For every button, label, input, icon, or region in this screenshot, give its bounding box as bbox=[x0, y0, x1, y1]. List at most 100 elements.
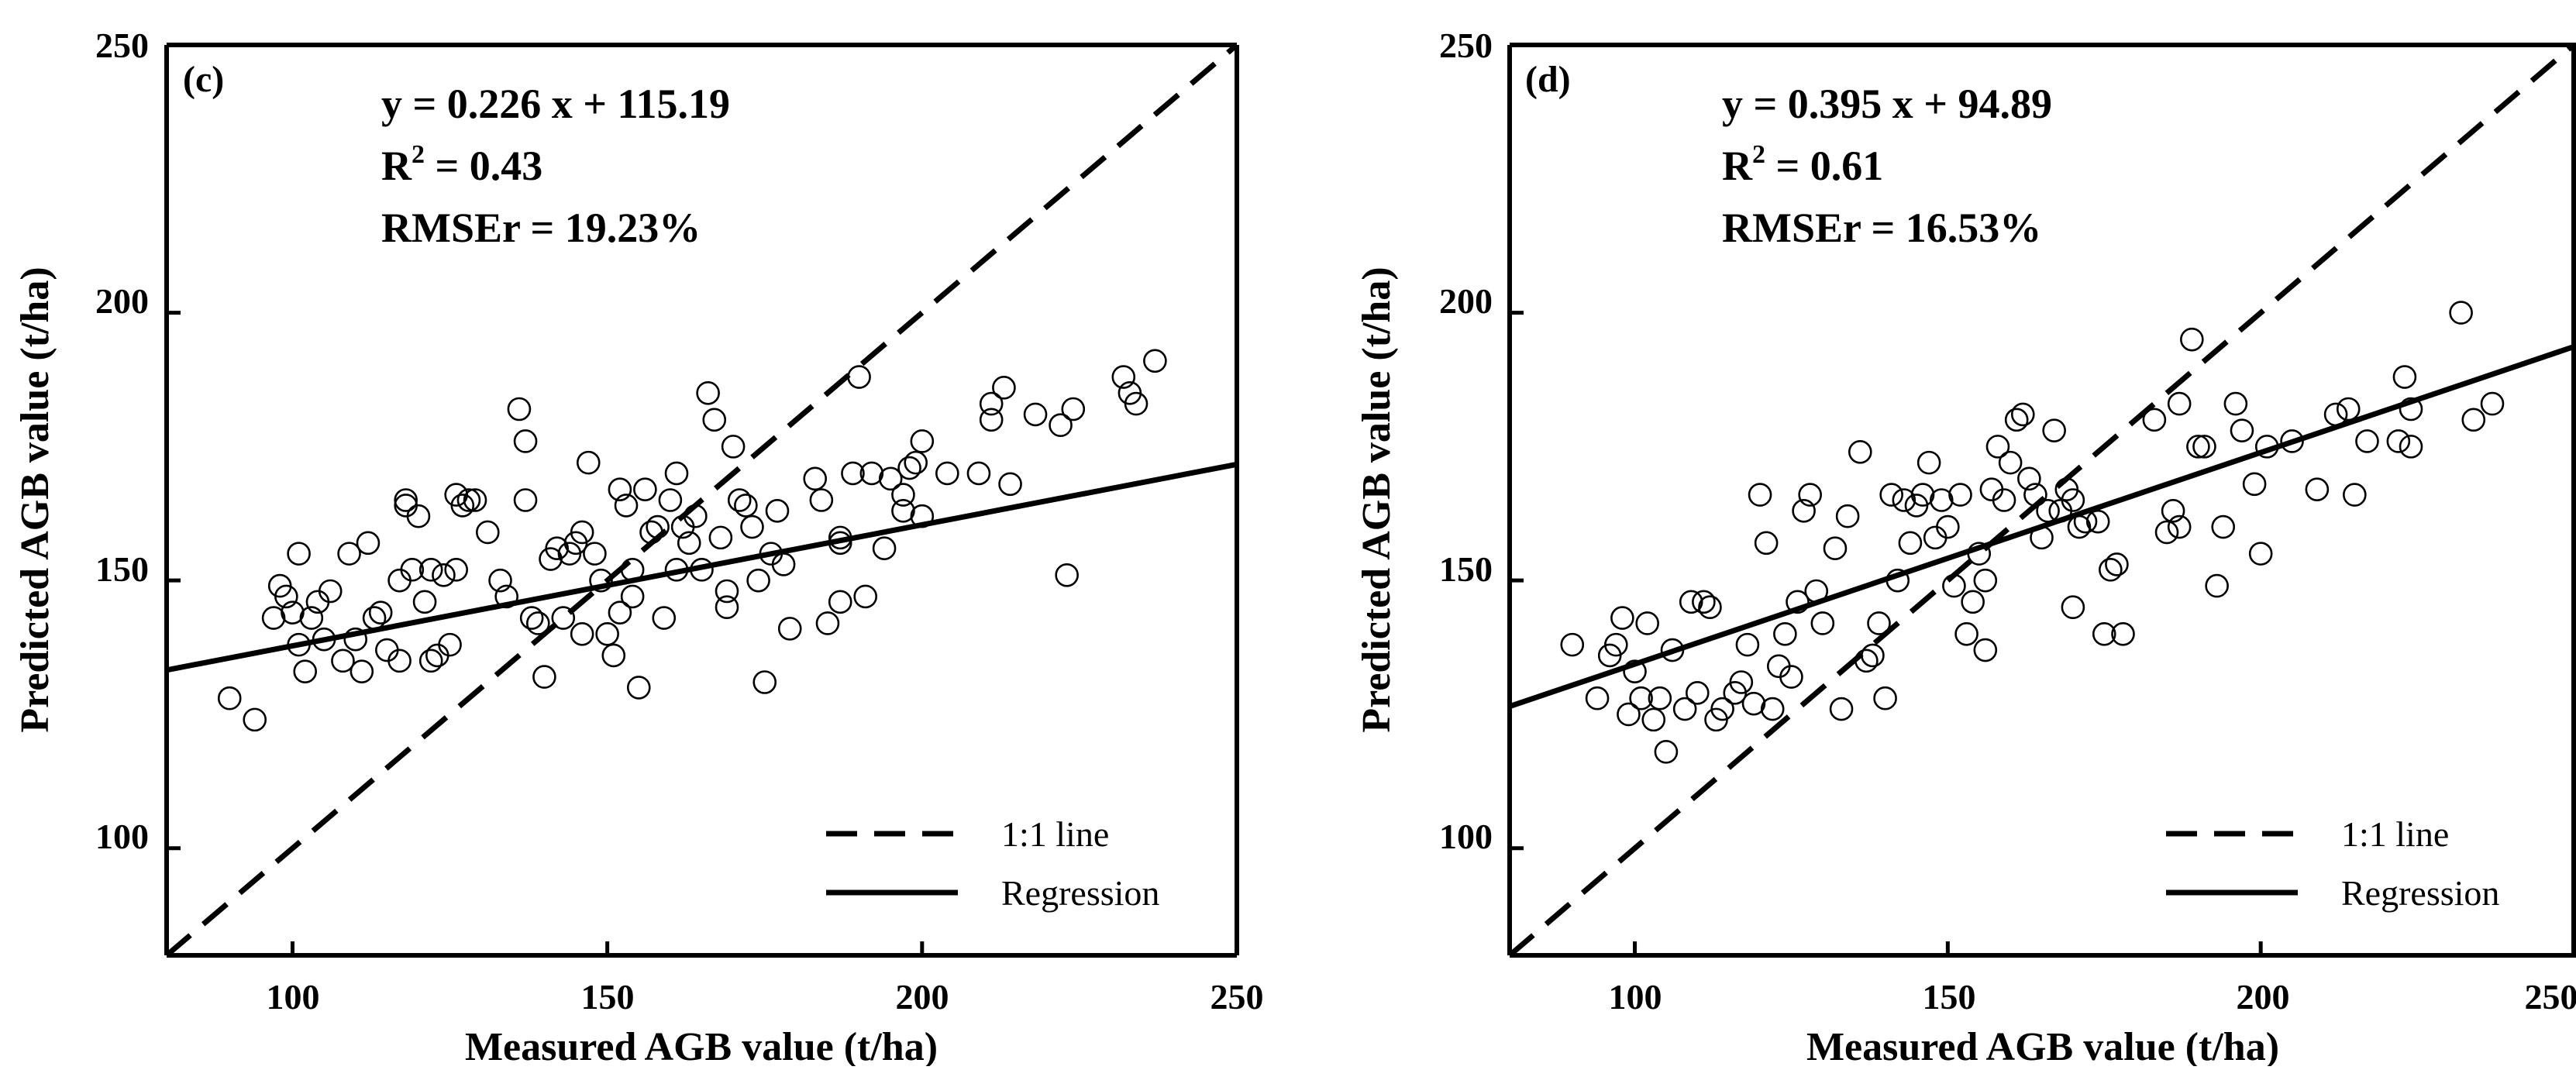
panel-c-data-point bbox=[446, 559, 467, 580]
panel-c-data-point bbox=[710, 527, 732, 549]
panel-c-data-point bbox=[294, 661, 316, 683]
panel-c-data-point bbox=[849, 366, 870, 388]
panel-c-data-point bbox=[515, 490, 536, 511]
panel-d-data-point bbox=[2144, 409, 2165, 431]
panel-d-data-point bbox=[2006, 409, 2027, 431]
panel-c-data-point bbox=[817, 612, 839, 634]
panel-c-data-point bbox=[420, 650, 442, 672]
panel-c-equation: y = 0.226 x + 115.19 bbox=[381, 81, 730, 127]
panel-c: 100 150 200 250 100 150 200 250 Measured… bbox=[13, 26, 1264, 1066]
panel-d-xtick-label: 100 bbox=[1609, 977, 1662, 1017]
panel-c-data-point bbox=[219, 687, 240, 709]
panel-d-data-point bbox=[1999, 452, 2021, 473]
panel-c-data-point bbox=[697, 382, 719, 404]
panel-d-r-squared-letter: R bbox=[1722, 143, 1753, 189]
panel-d-data-point bbox=[2356, 430, 2378, 452]
panel-d-legend-1to1: 1:1 line bbox=[2341, 814, 2449, 854]
panel-d-data-point bbox=[2388, 430, 2409, 452]
panel-d-data-point bbox=[1868, 612, 1890, 634]
panel-d-y-axis-title: Predicted AGB value (t/ha) bbox=[1355, 267, 1399, 732]
panel-d-data-point bbox=[1699, 597, 1720, 618]
panel-d-data-point bbox=[2244, 473, 2265, 495]
panel-c-data-point bbox=[370, 602, 391, 624]
panel-d-data-point bbox=[2306, 479, 2328, 501]
panel-d-data-point bbox=[1737, 634, 1758, 655]
panel-c-data-point bbox=[634, 479, 656, 501]
panel-d: 100 150 200 250 100 150 200 250 Measured… bbox=[1355, 26, 2576, 1066]
panel-c-r-squared-letter: R bbox=[381, 143, 412, 189]
panel-d-data-point bbox=[1755, 532, 1777, 554]
panel-c-data-point bbox=[873, 538, 895, 559]
panel-c-data-point bbox=[363, 607, 385, 629]
panel-d-data-point bbox=[2106, 553, 2127, 575]
panel-c-data-point bbox=[905, 452, 927, 473]
panel-c-data-point bbox=[357, 532, 379, 554]
panel-d-data-point bbox=[2213, 516, 2234, 538]
panel-d-data-point bbox=[2231, 420, 2253, 442]
panel-d-xtick-label: 250 bbox=[2525, 977, 2576, 1017]
panel-c-data-point bbox=[911, 430, 933, 452]
panel-d-data-point bbox=[1774, 623, 1796, 645]
panel-c-data-point bbox=[993, 377, 1014, 398]
panel-c-data-point bbox=[779, 618, 801, 639]
panel-c-xtick-label: 200 bbox=[896, 977, 949, 1017]
panel-c-data-point bbox=[716, 597, 738, 618]
panel-d-data-point bbox=[1975, 639, 1996, 661]
panel-d-data-point bbox=[2463, 409, 2485, 431]
panel-d-ytick-label: 200 bbox=[1439, 281, 1493, 321]
panel-c-data-point bbox=[597, 623, 618, 645]
panel-d-data-point bbox=[2450, 302, 2472, 324]
panel-d-data-point bbox=[1611, 607, 1633, 629]
panel-d-data-point bbox=[1637, 612, 1658, 634]
panel-d-r-squared-value: = 0.61 bbox=[1765, 143, 1883, 189]
panel-c-data-point bbox=[899, 457, 921, 479]
panel-c-ytick-label: 100 bbox=[95, 817, 149, 856]
panel-d-ytick-label: 250 bbox=[1439, 26, 1493, 65]
panel-d-data-point bbox=[1812, 612, 1834, 634]
panel-c-ytick-label: 250 bbox=[95, 26, 149, 65]
panel-d-data-point bbox=[2156, 521, 2178, 543]
panel-c-y-axis-title: Predicted AGB value (t/ha) bbox=[13, 267, 57, 732]
panel-c-label: (c) bbox=[183, 59, 224, 100]
panel-c-xtick-label: 100 bbox=[267, 977, 320, 1017]
panel-c-r-squared-superscript: 2 bbox=[412, 140, 425, 169]
panel-d-data-point bbox=[2250, 543, 2271, 565]
panel-c-data-point bbox=[577, 452, 599, 473]
panel-d-data-point bbox=[1956, 623, 1978, 645]
panel-d-data-point bbox=[2394, 366, 2416, 388]
panel-d-data-point bbox=[1855, 650, 1877, 672]
panel-d-data-point bbox=[1762, 698, 1783, 720]
panel-d-data-point bbox=[1806, 580, 1827, 602]
panel-c-data-point bbox=[584, 543, 605, 565]
panel-d-data-point bbox=[2344, 484, 2365, 506]
panel-c-data-point bbox=[653, 607, 675, 629]
panel-d-data-point bbox=[1655, 741, 1677, 762]
panel-c-data-point bbox=[936, 463, 958, 484]
panel-d-data-point bbox=[1861, 645, 1883, 666]
panel-d-ytick-label: 100 bbox=[1439, 817, 1493, 856]
panel-d-data-point bbox=[1987, 435, 2009, 457]
panel-c-data-point bbox=[521, 607, 542, 629]
panel-c-data-point bbox=[351, 661, 373, 683]
panel-d-data-point bbox=[2181, 329, 2202, 350]
panel-c-data-point bbox=[666, 463, 687, 484]
panel-d-data-point bbox=[1674, 698, 1696, 720]
panel-c-data-point bbox=[527, 612, 549, 634]
panel-d-data-point bbox=[2193, 435, 2215, 457]
panel-c-r-squared: R2 = 0.43 bbox=[381, 140, 542, 189]
panel-c-data-point bbox=[754, 672, 776, 693]
panel-c-data-point bbox=[1056, 564, 1078, 586]
panel-d-xtick-label: 150 bbox=[1923, 977, 1976, 1017]
panel-c-data-point bbox=[1144, 350, 1166, 372]
panel-d-equation: y = 0.395 x + 94.89 bbox=[1722, 81, 2052, 127]
panel-c-r-squared-value: = 0.43 bbox=[425, 143, 542, 189]
panel-d-data-point bbox=[2206, 575, 2228, 597]
panel-c-ytick-label: 200 bbox=[95, 281, 149, 321]
panel-c-data-point bbox=[968, 463, 990, 484]
panel-d-data-point bbox=[1881, 484, 1903, 506]
panel-d-data-point bbox=[1562, 634, 1583, 655]
panel-c-data-point bbox=[855, 586, 876, 607]
panel-d-data-point bbox=[1824, 538, 1846, 559]
panel-c-data-point bbox=[515, 430, 536, 452]
panel-d-data-point bbox=[1693, 591, 1714, 613]
